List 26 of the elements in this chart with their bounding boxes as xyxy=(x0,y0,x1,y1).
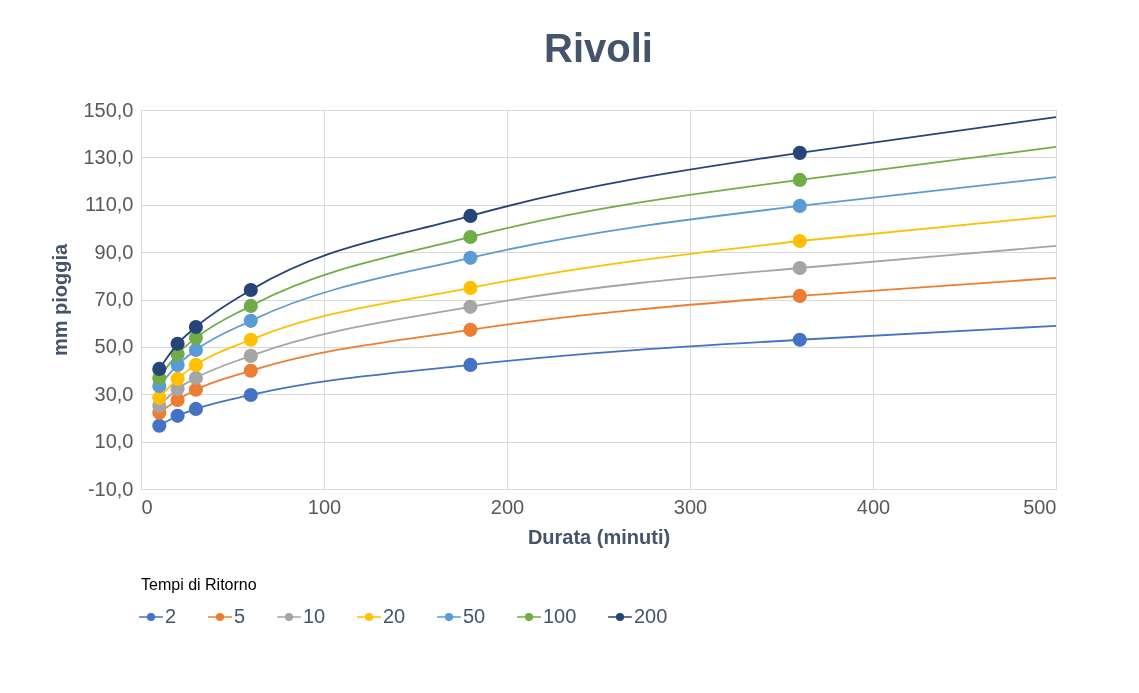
y-tick-label: 110,0 xyxy=(84,193,134,216)
y-tick-label: 90,0 xyxy=(94,240,134,263)
legend-label: 50 xyxy=(463,605,486,627)
x-tick-label: 100 xyxy=(307,495,342,518)
y-axis-title: mm pioggia xyxy=(49,243,72,357)
legend-label: 5 xyxy=(234,605,246,627)
x-tick-label: 0 xyxy=(141,495,153,518)
legend-label: 2 xyxy=(165,605,177,627)
x-tick-label: 300 xyxy=(673,495,708,518)
legend-label: 10 xyxy=(303,605,326,627)
x-axis-title: Durata (minuti) xyxy=(527,525,671,548)
x-tick-label: 500 xyxy=(1023,495,1057,518)
y-tick-label: 30,0 xyxy=(94,382,134,405)
legend-title: Tempi di Ritorno xyxy=(141,576,257,593)
y-tick-label: 130,0 xyxy=(83,145,134,168)
x-tick-label: 200 xyxy=(490,495,525,518)
chart-title: Rivoli xyxy=(544,26,653,70)
y-tick-label: 50,0 xyxy=(94,335,134,358)
y-tick-label: 10,0 xyxy=(94,430,134,453)
y-tick-label: 70,0 xyxy=(94,288,134,310)
legend-label: 100 xyxy=(543,605,577,627)
legend-label: 20 xyxy=(383,605,406,627)
y-tick-label: 150,0 xyxy=(83,98,134,121)
legend-label: 200 xyxy=(634,605,668,627)
y-tick-label: -10,0 xyxy=(87,477,134,500)
x-tick-label: 400 xyxy=(856,495,891,518)
